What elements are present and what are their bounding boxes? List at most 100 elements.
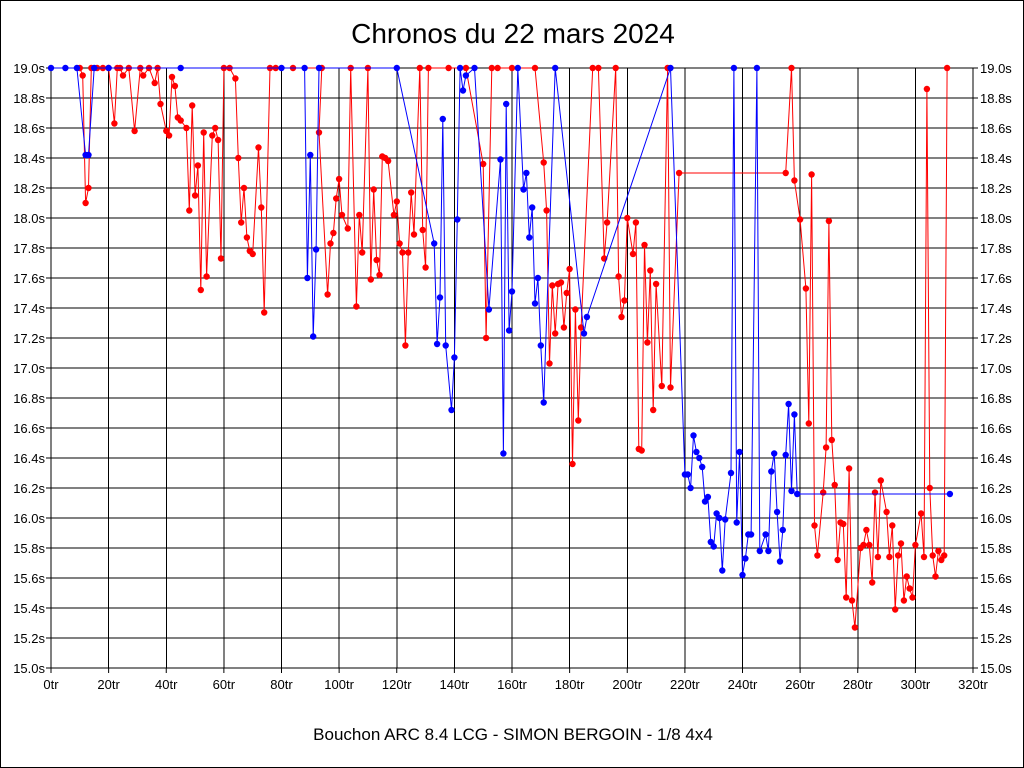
data-point-blue	[393, 64, 400, 72]
data-point-red	[900, 597, 908, 604]
data-point-red	[926, 484, 933, 492]
y-tick-label: 16.6s	[13, 421, 45, 436]
data-point-red	[373, 256, 380, 264]
data-point-blue	[693, 448, 700, 456]
data-point-red	[191, 192, 199, 199]
data-point-red	[658, 382, 665, 390]
data-point-red	[575, 417, 582, 424]
data-point-red	[923, 85, 931, 93]
data-point-red	[119, 72, 127, 79]
data-point-blue	[722, 516, 729, 523]
y-tick-label: 17.2s	[13, 331, 45, 346]
data-point-red	[425, 64, 432, 72]
y-tick-label: 18.2s	[13, 181, 45, 196]
x-tick-label: 260tr	[785, 677, 815, 692]
data-point-red	[157, 100, 164, 108]
data-point-blue	[747, 531, 755, 538]
data-point-red	[828, 436, 835, 444]
data-point-blue	[733, 519, 740, 526]
y-tick-label-right: 18.0s	[980, 211, 1012, 226]
data-point-blue	[534, 274, 542, 282]
y-tick-label: 15.0s	[13, 661, 45, 676]
data-point-red	[344, 225, 351, 232]
data-point-blue	[699, 463, 706, 471]
y-tick-label-right: 16.6s	[980, 421, 1012, 436]
data-point-red	[845, 465, 853, 472]
y-tick-label: 18.6s	[13, 121, 45, 136]
data-point-blue	[791, 411, 798, 418]
data-point-red	[79, 72, 86, 79]
data-point-red	[353, 303, 360, 310]
data-point-red	[402, 342, 409, 349]
axis-ticks: 15.0s 15.0s 15.2s 15.2s 15.4s 15.4s 15.6s 15.6s…	[13, 61, 1012, 692]
data-point-red	[324, 291, 331, 298]
data-point-red	[370, 186, 377, 193]
data-point-blue	[315, 64, 323, 72]
data-point-red	[814, 552, 821, 559]
data-point-blue	[91, 64, 98, 72]
data-point-red	[165, 132, 173, 139]
data-point-blue	[552, 64, 559, 72]
data-point-red	[209, 132, 216, 139]
data-point-blue	[454, 216, 461, 223]
y-tick-label: 17.8s	[13, 241, 45, 256]
y-tick-label-right: 19.0s	[980, 61, 1012, 76]
data-point-blue	[716, 514, 723, 522]
data-point-red	[909, 594, 916, 601]
x-tick-label: 140tr	[440, 677, 470, 692]
data-point-blue	[505, 327, 513, 334]
data-point-red	[935, 547, 942, 555]
data-point-red	[811, 522, 818, 529]
data-point-red	[802, 285, 810, 292]
data-point-blue	[278, 64, 285, 72]
data-point-red	[920, 553, 928, 561]
y-tick-label-right: 16.2s	[980, 481, 1012, 496]
data-point-red	[235, 154, 242, 162]
data-point-red	[883, 508, 890, 516]
data-point-red	[399, 249, 406, 256]
x-tick-label: 200tr	[612, 677, 642, 692]
data-point-red	[508, 64, 516, 72]
data-point-red	[644, 339, 651, 346]
data-point-red	[261, 309, 268, 316]
data-point-blue	[788, 487, 795, 495]
data-point-red	[820, 489, 827, 496]
data-point-red	[255, 144, 262, 151]
data-point-red	[667, 384, 674, 391]
data-point-red	[82, 199, 89, 207]
data-point-red	[212, 124, 219, 132]
data-point-red	[831, 481, 838, 489]
data-point-blue	[520, 186, 527, 193]
data-point-blue	[301, 64, 308, 72]
y-tick-label-right: 15.8s	[980, 541, 1012, 556]
data-point-red	[445, 64, 452, 72]
data-point-blue	[62, 64, 69, 72]
data-point-blue	[719, 567, 726, 574]
y-tick-label: 16.0s	[13, 511, 45, 526]
data-point-red	[825, 217, 833, 225]
data-point-red	[834, 556, 841, 564]
data-point-red	[874, 553, 882, 561]
y-tick-label-right: 18.6s	[980, 121, 1012, 136]
data-point-blue	[500, 450, 507, 457]
series-layer	[47, 64, 954, 631]
x-tick-label: 80tr	[270, 677, 293, 692]
data-point-red	[788, 64, 795, 72]
data-point-red	[393, 198, 400, 205]
data-point-blue	[526, 234, 533, 241]
data-point-blue	[687, 484, 694, 492]
data-point-red	[367, 276, 374, 283]
data-point-red	[572, 306, 579, 313]
data-point-red	[151, 79, 158, 87]
data-point-blue	[307, 151, 314, 159]
data-point-red	[330, 229, 337, 237]
data-point-red	[563, 289, 570, 297]
data-point-red	[390, 211, 398, 219]
data-point-red	[566, 265, 573, 273]
data-point-red	[897, 540, 905, 547]
data-point-red	[652, 280, 660, 288]
y-tick-label-right: 16.0s	[980, 511, 1012, 526]
data-point-red	[869, 579, 876, 586]
data-point-red	[871, 489, 879, 496]
data-point-red	[408, 189, 415, 196]
